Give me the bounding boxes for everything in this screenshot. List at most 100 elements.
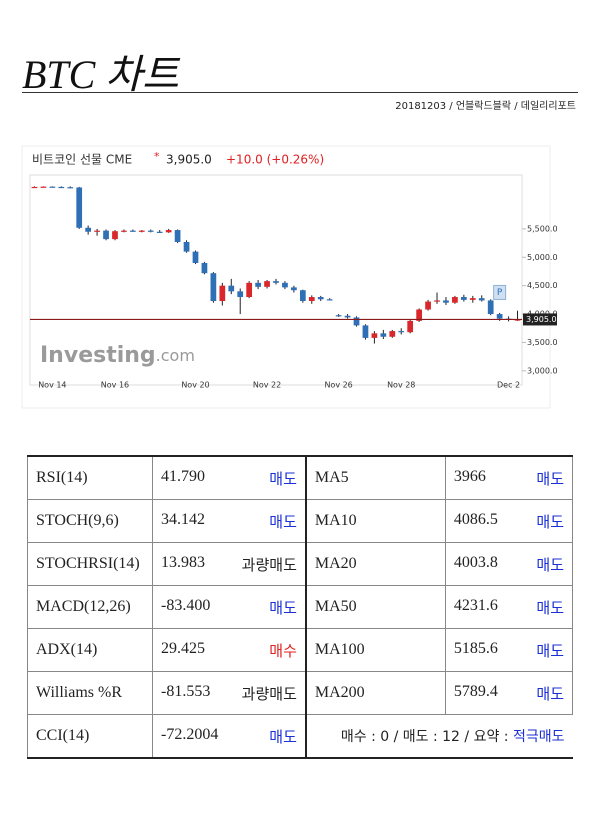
signal: 매도 xyxy=(536,641,564,660)
table-row: STOCH(9,6) 34.142 매도 MA10 4086.5 매도 xyxy=(27,499,574,543)
ma-value: 4003.8 매도 xyxy=(444,542,574,586)
x-tick-label: Dec 2 xyxy=(497,381,520,390)
indicator-name: CCI(14) xyxy=(27,714,153,759)
candle-body xyxy=(469,298,476,300)
table-row: Williams %R -81.553 과량매도 MA200 5789.4 매도 xyxy=(27,671,574,715)
price-tag: 3,905.0 xyxy=(526,315,557,324)
y-tick-label: 5,000.0 xyxy=(527,253,558,262)
candle-body xyxy=(452,297,458,303)
candle-body xyxy=(219,285,226,301)
candle-body xyxy=(40,186,47,188)
candle-body xyxy=(67,187,74,189)
candle-body xyxy=(308,297,315,301)
candle-body xyxy=(112,231,118,240)
watermark: Investing.com xyxy=(40,343,195,368)
candle-body xyxy=(31,186,38,189)
indicator-number: 13.983 xyxy=(161,553,205,571)
candle-body xyxy=(121,230,127,232)
ma-name: MA5 xyxy=(304,455,446,500)
signal: 매도 xyxy=(269,469,297,488)
indicator-number: 34.142 xyxy=(161,510,205,528)
summary: 매수 : 0 / 매도 : 12 / 요약 : 적극매도 xyxy=(304,714,573,759)
ma-number: 5789.4 xyxy=(453,682,498,700)
indicator-name: STOCHRSI(14) xyxy=(27,542,153,586)
candle-body xyxy=(434,300,440,302)
candle-body xyxy=(138,230,145,232)
price: 3,905.0 xyxy=(166,153,212,167)
candle-body xyxy=(192,251,199,263)
table-row: CCI(14) -72.2004 매도 매수 : 0 / 매도 : 12 / 요약 :… xyxy=(27,714,573,759)
signal: 과량매도 xyxy=(241,684,297,703)
candle-body xyxy=(76,187,83,228)
candle-body xyxy=(299,290,306,301)
candle-body xyxy=(264,281,270,287)
indicator-table: RSI(14) 41.790 매도 MA5 3966 매도 STOCH(9,6) 34.142… xyxy=(27,455,574,759)
candle-body xyxy=(443,300,449,303)
indicator-value: 29.425 매수 xyxy=(151,628,306,672)
candle-body xyxy=(353,317,360,326)
x-tick-label: Nov 16 xyxy=(101,381,129,390)
candle-body xyxy=(94,230,100,232)
candle-body xyxy=(407,320,414,333)
indicator-value: 13.983 과량매도 xyxy=(151,542,306,586)
ma-name: MA200 xyxy=(304,671,446,715)
candle-body xyxy=(460,297,467,300)
candle-body xyxy=(58,186,65,189)
indicator-value: -83.400 매도 xyxy=(151,585,306,629)
chart: 비트코인 선물 CME * 3,905.0 +10.0 (+0.26%) Inv… xyxy=(21,145,558,409)
indicator-number: -72.2004 xyxy=(161,725,219,743)
signal: 매도 xyxy=(536,555,564,574)
candle-body xyxy=(156,231,163,233)
ma-name: MA20 xyxy=(304,542,446,586)
ma-value: 3966 매도 xyxy=(444,455,574,500)
candle-body xyxy=(183,241,190,252)
indicator-number: -81.553 xyxy=(161,682,211,700)
candle-body xyxy=(130,230,136,232)
byline: 20181203 / 언블락드블락 / 데일리리포트 xyxy=(395,101,576,112)
candle-body xyxy=(326,299,333,301)
candle-body xyxy=(496,314,503,319)
flag-box xyxy=(493,284,507,300)
indicator-number: -83.400 xyxy=(161,596,211,614)
ma-name: MA10 xyxy=(304,499,446,543)
candle-body xyxy=(416,309,422,321)
live-marker: * xyxy=(154,150,160,163)
watermark-main: Investing xyxy=(40,343,156,368)
x-tick-label: Nov 22 xyxy=(253,381,281,390)
signal: 과량매도 xyxy=(241,555,297,574)
candle-body xyxy=(380,333,387,337)
candle-body xyxy=(174,230,181,242)
y-tick-label: 5,500.0 xyxy=(527,224,558,233)
ma-value: 4231.6 매도 xyxy=(444,585,574,629)
candle-body xyxy=(273,281,279,283)
summary-verdict: 적극매도 xyxy=(512,729,565,745)
signal: 매도 xyxy=(536,684,564,703)
indicator-value: 41.790 매도 xyxy=(151,455,306,500)
signal: 매도 xyxy=(269,512,297,531)
y-tick-label: 3,000.0 xyxy=(527,366,558,375)
candle-body xyxy=(335,315,342,317)
candle-body xyxy=(103,230,109,240)
summary-text: 매수 : 0 / 매도 : 12 / 요약 : xyxy=(340,729,513,745)
ma-number: 4003.8 xyxy=(453,553,498,571)
indicator-name: RSI(14) xyxy=(27,455,153,500)
candle-body xyxy=(398,331,405,333)
candle-body xyxy=(49,186,56,188)
candle-body xyxy=(291,287,297,291)
signal: 매도 xyxy=(536,469,564,488)
ma-number: 3966 xyxy=(453,467,486,485)
signal: 매도 xyxy=(536,598,564,617)
candle-body xyxy=(228,285,235,292)
signal: 매도 xyxy=(536,512,564,531)
ma-number: 5185.6 xyxy=(453,639,498,657)
indicator-name: MACD(12,26) xyxy=(27,585,153,629)
candle-body xyxy=(371,333,378,338)
x-tick-label: Nov 26 xyxy=(324,381,352,390)
table-row: STOCHRSI(14) 13.983 과량매도 MA20 4003.8 매도 xyxy=(27,542,574,586)
indicator-value: 34.142 매도 xyxy=(151,499,306,543)
signal: 매수 xyxy=(269,641,297,660)
ma-name: MA50 xyxy=(304,585,446,629)
ma-value: 4086.5 매도 xyxy=(444,499,574,543)
candle-body xyxy=(317,297,324,300)
